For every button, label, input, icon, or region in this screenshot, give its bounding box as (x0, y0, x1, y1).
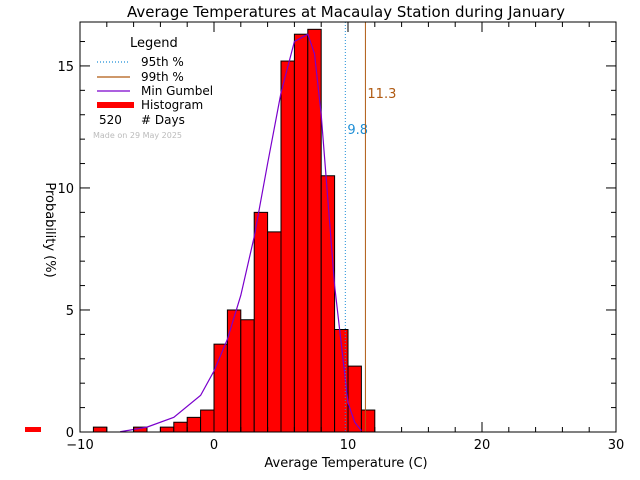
legend-99-label: 99th % (141, 70, 184, 84)
histogram-bar-5 (200, 409, 215, 433)
legend-count-label: # Days (141, 113, 185, 127)
legend-gumbel-label: Min Gumbel (141, 84, 213, 98)
percentile-lines: 9.8 11.3 (344, 22, 396, 432)
histogram-bar-10 (267, 231, 282, 433)
y-tick-label: 10 (57, 182, 74, 197)
histogram-bar-2 (159, 426, 175, 433)
legend-count-value: 520 (99, 113, 122, 127)
gumbel-curve (120, 33, 362, 433)
histogram-bars (92, 28, 376, 433)
histogram-bar-13 (307, 28, 322, 433)
x-tick-label: 20 (474, 438, 491, 453)
histogram-bar-12 (293, 33, 309, 433)
x-tick-label: 10 (340, 438, 357, 453)
histogram-bar-9 (253, 211, 269, 433)
p95-label: 9.8 (347, 123, 368, 138)
histogram-bar-4 (186, 416, 202, 433)
histogram-bar-7 (226, 309, 242, 433)
histogram-bar-14 (320, 175, 336, 433)
x-tick-label: 0 (210, 438, 218, 453)
x-tick-label: −10 (66, 438, 93, 453)
y-axis-label: Probability (%) (42, 182, 57, 277)
histogram-bar-8 (240, 319, 255, 433)
histogram-bar-6 (213, 343, 228, 433)
gumbel-curve-layer (120, 33, 362, 433)
legend: Legend 95th % 99th % Min Gumbel Histogra… (93, 36, 213, 140)
made-on-note: Made on 29 May 2025 (93, 131, 182, 140)
histogram-bar-11 (280, 60, 295, 433)
y-tick-label: 15 (57, 60, 74, 75)
histogram-bar-3 (173, 421, 188, 433)
x-tick-label: 30 (608, 438, 625, 453)
legend-title: Legend (130, 36, 178, 51)
y-tick-label: 0 (66, 426, 74, 441)
histogram-marker-swatch (25, 427, 41, 432)
legend-histogram-label: Histogram (141, 98, 203, 112)
chart-title: Average Temperatures at Macaulay Station… (127, 3, 565, 21)
x-axis-label: Average Temperature (C) (264, 456, 427, 471)
p99-label: 11.3 (367, 87, 396, 102)
y-tick-label: 5 (66, 304, 74, 319)
histogram-bar-17 (360, 409, 376, 433)
histogram-bar-0 (92, 426, 108, 433)
legend-95-label: 95th % (141, 55, 184, 69)
